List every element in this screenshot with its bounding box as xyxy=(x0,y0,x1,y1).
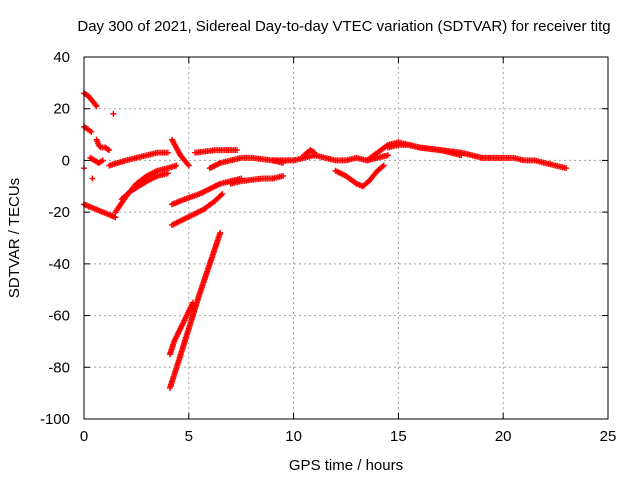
data-point xyxy=(189,299,196,306)
series-arc-steep-1 xyxy=(169,136,192,169)
series-arc-mid-low xyxy=(332,162,387,190)
series-arc-dive xyxy=(166,229,224,391)
y-tick-label: -60 xyxy=(48,308,70,325)
series-arc-early-zero xyxy=(87,154,106,167)
y-tick-label: 20 xyxy=(53,101,70,118)
y-tick-label: 0 xyxy=(62,152,70,169)
plot-frame xyxy=(83,56,609,420)
data-point xyxy=(311,149,318,156)
data-point xyxy=(93,103,100,110)
x-tick-label: 0 xyxy=(80,428,88,445)
series-arc-late-1 xyxy=(363,139,486,164)
series-arc-d xyxy=(192,147,241,156)
data-point xyxy=(380,162,387,169)
x-tick-label: 20 xyxy=(495,428,512,445)
y-tick-label: -80 xyxy=(48,359,70,376)
y-tick-label: 40 xyxy=(53,49,70,66)
series-arc-a xyxy=(106,149,171,169)
data-point-fill xyxy=(92,101,99,108)
y-tick-label: -40 xyxy=(48,256,70,273)
series-arc-late-2 xyxy=(384,141,465,159)
y-tick-label: -100 xyxy=(40,411,70,428)
series-arc-b xyxy=(112,162,180,216)
x-tick-label: 15 xyxy=(390,428,407,445)
data-point xyxy=(280,172,287,179)
data-point xyxy=(164,170,171,177)
axis-ticks: 0 5 10 15 20 25 -100 -80 -60 -40 -20 0 20 40 xyxy=(40,49,616,445)
grid-lines xyxy=(84,57,608,419)
series-arc-h xyxy=(169,191,226,229)
isolated-data-point xyxy=(110,110,117,117)
series-arc-g xyxy=(227,172,287,187)
data-point xyxy=(112,214,119,221)
data-point xyxy=(217,229,224,236)
chart-title: Day 300 of 2021, Sidereal Day-to-day VTE… xyxy=(77,18,610,35)
series-arc-early-bump xyxy=(93,136,113,154)
series-arc-mid-bump xyxy=(301,147,318,159)
data-point-fill xyxy=(184,161,191,168)
data-point-fill xyxy=(218,192,225,199)
x-axis-label: GPS time / hours xyxy=(289,457,403,474)
isolated-data-point xyxy=(89,175,96,182)
data-point-fill xyxy=(379,163,386,170)
data-point xyxy=(88,128,95,135)
data-point xyxy=(106,147,113,154)
x-tick-label: 5 xyxy=(185,428,193,445)
y-axis-label: SDTVAR / TECUs xyxy=(6,178,23,298)
data-point xyxy=(458,152,465,159)
series-arc-mid xyxy=(269,152,391,164)
data-point xyxy=(219,191,226,198)
x-tick-label: 25 xyxy=(600,428,617,445)
y-tick-label: -20 xyxy=(48,204,70,221)
series-arc-dive-2 xyxy=(166,299,196,358)
series-arc-early-top xyxy=(81,90,100,110)
data-point xyxy=(234,147,241,154)
series-arc-early-mid xyxy=(81,123,95,135)
data-point xyxy=(164,149,171,156)
data-points xyxy=(81,90,570,391)
data-point xyxy=(173,162,180,169)
data-point-fill xyxy=(96,143,103,150)
series-arc-early-neg xyxy=(81,201,119,221)
data-point xyxy=(99,157,106,164)
data-point xyxy=(384,152,391,159)
data-point xyxy=(185,162,192,169)
data-point xyxy=(563,165,570,172)
series-arc-late-3 xyxy=(479,154,570,172)
series-arc-f xyxy=(169,175,245,208)
x-tick-label: 10 xyxy=(285,428,302,445)
series-arc-c xyxy=(118,170,171,203)
